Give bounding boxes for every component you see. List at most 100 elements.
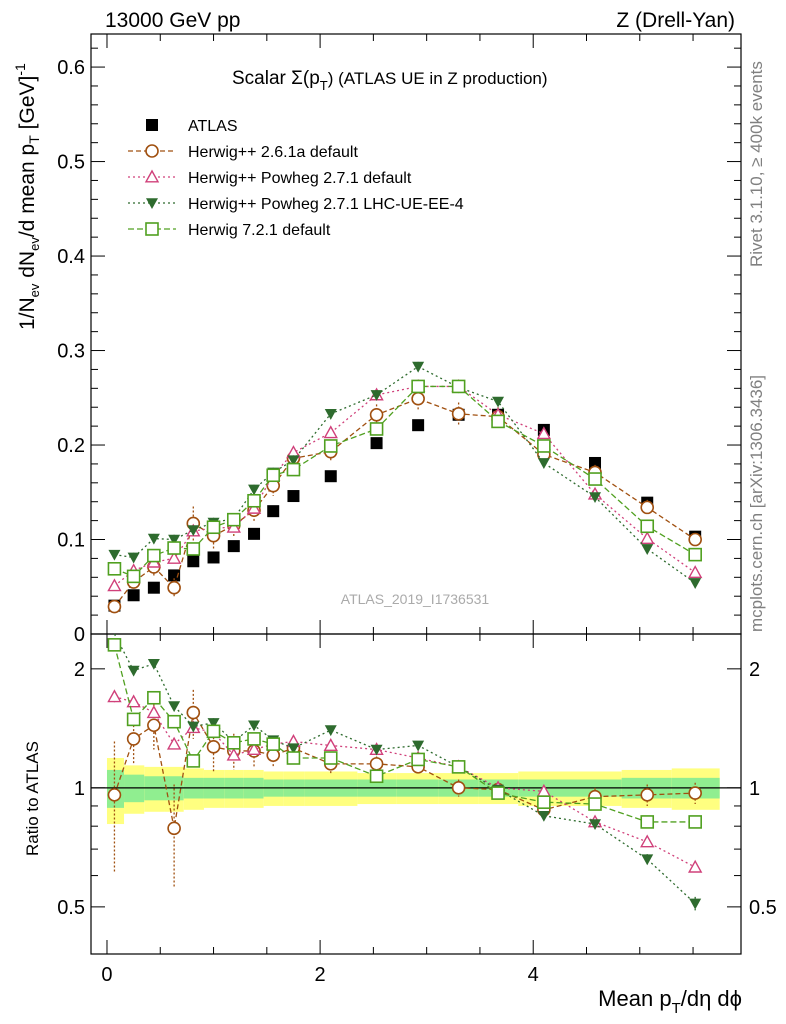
x-tick-label: 4 xyxy=(528,964,539,986)
data-point xyxy=(411,379,425,394)
data-point xyxy=(536,426,552,440)
ratio-point xyxy=(369,769,384,784)
x-axis-label: Mean pT/dη dϕ xyxy=(598,986,742,1017)
data-point xyxy=(127,589,140,602)
plot-title: Scalar Σ(pT) (ATLAS UE in Z production) xyxy=(232,68,548,93)
ratio-point xyxy=(186,754,201,768)
ratio-point xyxy=(187,721,200,733)
data-point xyxy=(589,492,602,503)
legend-marker xyxy=(146,198,158,209)
ratio-y-tick-label: 1 xyxy=(74,778,85,800)
ratio-point xyxy=(537,810,550,822)
analysis-id: ATLAS_2019_I1736531 xyxy=(341,591,490,607)
legend-marker xyxy=(145,222,159,236)
ratio-point xyxy=(491,786,505,800)
series-line xyxy=(114,365,696,584)
data-point xyxy=(324,470,337,483)
data-point xyxy=(227,540,240,553)
data-point xyxy=(207,551,220,564)
ratio-point xyxy=(206,724,221,739)
ratio-y-axis-label: Ratio to ATLAS xyxy=(23,741,42,856)
main-y-tick-label: 0.6 xyxy=(57,57,85,79)
legend-label: Herwig++ Powheg 2.7.1 default xyxy=(188,170,412,187)
legend-label: Herwig++ Powheg 2.7.1 LHC-UE-EE-4 xyxy=(188,196,464,213)
data-point xyxy=(451,407,466,421)
series-1 xyxy=(107,387,702,614)
data-point xyxy=(412,361,425,373)
ratio-point xyxy=(451,781,466,795)
ratio-point xyxy=(126,694,141,708)
ratio-point xyxy=(168,701,181,713)
ratio-point xyxy=(640,834,655,848)
ratio-point xyxy=(411,752,425,767)
series-0 xyxy=(108,408,702,612)
data-point xyxy=(369,407,384,422)
ratio-point xyxy=(688,786,702,800)
ratio-point xyxy=(167,714,181,729)
ratio-point xyxy=(147,658,160,670)
ratio-point xyxy=(588,797,602,811)
data-point xyxy=(640,519,655,534)
data-point xyxy=(147,533,160,545)
ratio-point xyxy=(107,788,122,802)
data-point xyxy=(107,562,122,576)
data-point xyxy=(226,519,241,533)
data-point xyxy=(287,490,300,503)
legend-marker xyxy=(145,144,159,158)
data-point xyxy=(640,500,655,515)
ratio-point xyxy=(640,815,655,829)
main-y-tick-label: 0.1 xyxy=(57,530,85,552)
legend-marker xyxy=(144,169,160,183)
ratio-point xyxy=(248,720,261,732)
ratio-point xyxy=(589,819,602,831)
ratio-point xyxy=(226,747,241,761)
data-point xyxy=(370,437,383,450)
data-point xyxy=(107,599,122,614)
data-point xyxy=(168,534,181,546)
main-y-tick-label: 0.5 xyxy=(57,152,85,174)
legend: ATLAS Herwig++ 2.6.1a default Herwig++ Pow… xyxy=(128,118,464,239)
data-point xyxy=(267,505,280,518)
ratio-point xyxy=(126,732,141,746)
ratio-series-3 xyxy=(107,638,702,829)
main-y-tick-label: 0.4 xyxy=(57,246,85,268)
data-point xyxy=(491,414,505,429)
ratio-point xyxy=(247,732,261,746)
main-y-axis-label: 1/Nev dNev/d mean pT [GeV]-1 xyxy=(12,63,42,330)
data-point xyxy=(537,458,550,469)
rivet-label: Rivet 3.1.10, ≥ 400k events xyxy=(747,61,766,267)
ratio-point xyxy=(146,705,162,719)
ratio-point xyxy=(147,690,161,705)
data-point xyxy=(286,462,301,477)
data-point xyxy=(324,409,337,420)
ratio-point xyxy=(412,740,425,752)
main-y-tick-label: 0.2 xyxy=(57,435,85,457)
data-point xyxy=(492,396,505,408)
ratio-point xyxy=(537,795,551,809)
collision-label: 13000 GeV pp xyxy=(105,9,240,32)
x-tick-label: 2 xyxy=(315,964,326,986)
axis-ticks: 0 0.1 0.2 0.3 0.4 0.5 0.6 0.5 0.5 1 1 2 2 0 2 4 xyxy=(57,34,777,986)
data-point xyxy=(411,391,425,406)
data-point xyxy=(266,468,281,483)
ratio-point xyxy=(451,760,466,774)
data-point xyxy=(247,493,261,508)
data-point xyxy=(687,565,703,579)
data-point xyxy=(226,512,241,527)
ratio-point xyxy=(370,744,383,756)
data-point xyxy=(451,379,466,394)
data-point xyxy=(108,549,121,561)
data-point xyxy=(168,569,181,582)
ratio-point xyxy=(286,751,301,765)
series-4 xyxy=(107,379,702,584)
legend-label: ATLAS xyxy=(188,118,238,135)
data-point xyxy=(248,484,261,496)
legend-label: Herwig++ 2.6.1a default xyxy=(188,144,358,161)
data-point xyxy=(127,552,140,564)
data-point xyxy=(588,472,602,486)
data-series xyxy=(107,361,703,911)
data-point xyxy=(537,439,551,453)
data-point xyxy=(412,419,425,432)
ratio-point xyxy=(689,898,702,910)
